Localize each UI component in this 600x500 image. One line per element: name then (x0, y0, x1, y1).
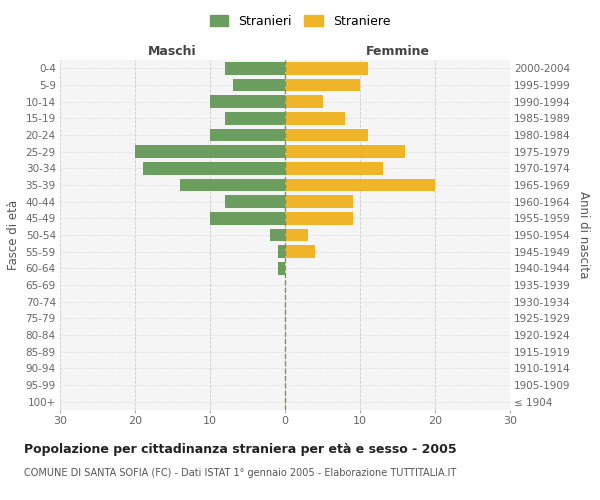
Text: Maschi: Maschi (148, 46, 197, 59)
Text: COMUNE DI SANTA SOFIA (FC) - Dati ISTAT 1° gennaio 2005 - Elaborazione TUTTITALI: COMUNE DI SANTA SOFIA (FC) - Dati ISTAT … (24, 468, 456, 477)
Bar (285, 146, 405, 158)
Bar (225, 112, 285, 124)
Y-axis label: Fasce di età: Fasce di età (7, 200, 20, 270)
Legend: Stranieri, Straniere: Stranieri, Straniere (206, 11, 394, 32)
Bar (285, 229, 308, 241)
Y-axis label: Anni di nascita: Anni di nascita (577, 192, 590, 278)
Bar (225, 196, 285, 208)
Bar (277, 262, 285, 274)
Bar (285, 246, 315, 258)
Bar (285, 79, 360, 92)
Bar (285, 62, 367, 74)
Text: Femmine: Femmine (365, 46, 430, 59)
Bar (180, 179, 285, 192)
Bar (210, 129, 285, 141)
Bar (285, 112, 345, 124)
Text: Popolazione per cittadinanza straniera per età e sesso - 2005: Popolazione per cittadinanza straniera p… (24, 442, 457, 456)
Bar (225, 62, 285, 74)
Bar (285, 196, 353, 208)
Bar (285, 96, 323, 108)
Bar (210, 212, 285, 224)
Bar (285, 212, 353, 224)
Bar (135, 146, 285, 158)
Bar (285, 179, 435, 192)
Bar (270, 229, 285, 241)
Bar (143, 162, 285, 174)
Bar (233, 79, 285, 92)
Bar (285, 129, 367, 141)
Bar (285, 162, 383, 174)
Bar (210, 96, 285, 108)
Bar (277, 246, 285, 258)
